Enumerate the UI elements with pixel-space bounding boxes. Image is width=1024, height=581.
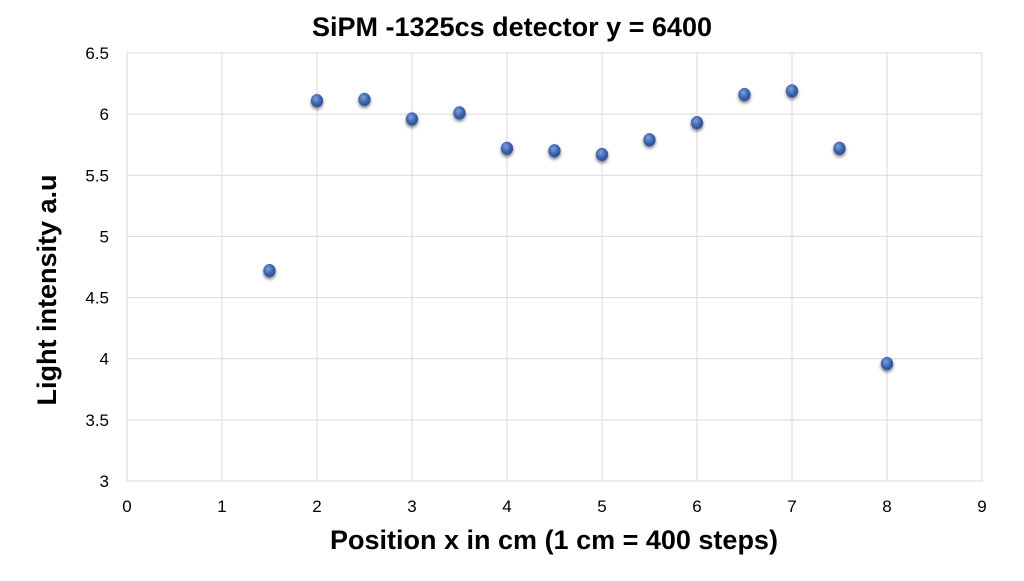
- data-point: [548, 144, 561, 158]
- chart-title: SiPM -1325cs detector y = 6400: [312, 12, 712, 42]
- y-tick-label: 6: [100, 105, 109, 124]
- x-tick-label: 1: [217, 497, 226, 516]
- plot-area: [126, 52, 983, 482]
- x-tick-label: 4: [502, 497, 511, 516]
- x-tick-label: 3: [407, 497, 416, 516]
- x-tick-label: 8: [882, 497, 891, 516]
- x-axis-ticks: 0 1 2 3 4 5 6 7 8 9: [122, 497, 986, 516]
- y-tick-label: 5: [100, 227, 109, 246]
- x-axis-label: Position x in cm (1 cm = 400 steps): [330, 525, 778, 555]
- y-axis-label: Light intensity a.u: [32, 174, 62, 405]
- y-tick-label: 3.5: [85, 411, 109, 430]
- y-tick-label: 3: [100, 472, 109, 491]
- data-point: [785, 84, 799, 98]
- x-tick-label: 7: [787, 497, 796, 516]
- y-axis-ticks: 3 3.5 4 4.5 5 5.5 6 6.5: [85, 44, 109, 491]
- x-tick-label: 5: [597, 497, 606, 516]
- x-tick-label: 6: [692, 497, 701, 516]
- data-point: [500, 141, 514, 156]
- data-point: [833, 141, 846, 156]
- x-tick-label: 0: [122, 497, 131, 516]
- y-tick-label: 6.5: [85, 44, 109, 63]
- data-point: [310, 93, 324, 108]
- grid-lines: [126, 52, 983, 482]
- data-point: [263, 263, 276, 278]
- data-point: [358, 92, 371, 107]
- data-point: [738, 87, 751, 102]
- y-tick-label: 4.5: [85, 289, 109, 308]
- data-point: [643, 133, 656, 147]
- y-tick-label: 5.5: [85, 166, 109, 185]
- data-points: [263, 84, 894, 371]
- x-tick-label: 2: [312, 497, 321, 516]
- x-tick-label: 9: [977, 497, 986, 516]
- data-point: [880, 356, 894, 371]
- data-point: [595, 147, 609, 162]
- data-point: [405, 112, 419, 126]
- data-point: [690, 115, 704, 130]
- y-tick-label: 4: [100, 350, 109, 369]
- data-point: [453, 106, 466, 120]
